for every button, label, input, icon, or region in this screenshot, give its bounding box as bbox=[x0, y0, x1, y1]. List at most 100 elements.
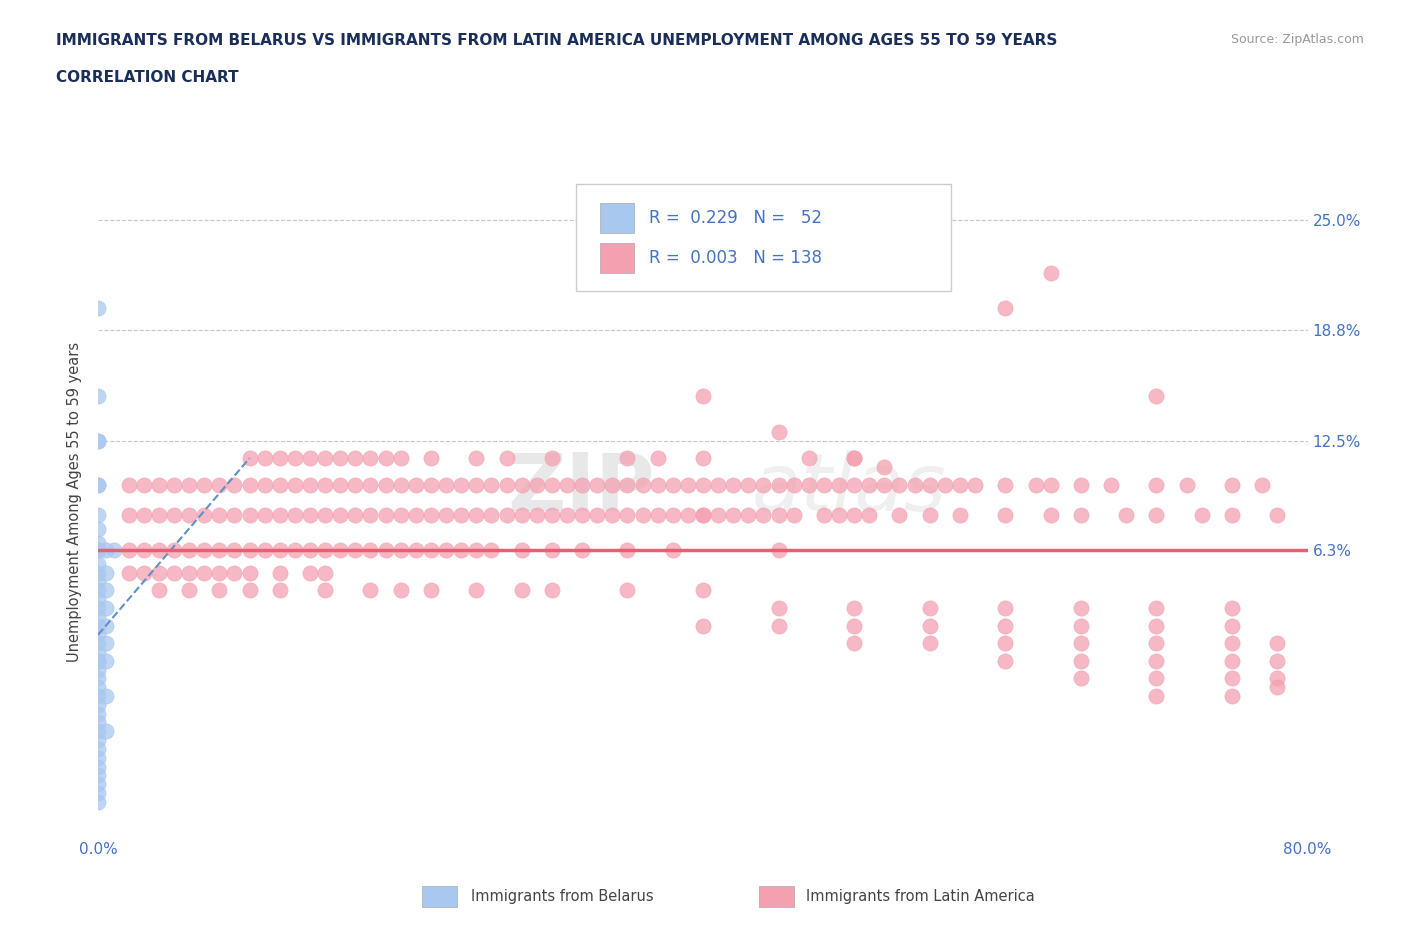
Point bbox=[239, 451, 262, 466]
Point bbox=[540, 477, 562, 492]
Point bbox=[586, 477, 609, 492]
Point bbox=[87, 671, 110, 685]
Point bbox=[360, 507, 382, 522]
Point bbox=[465, 583, 488, 598]
Point bbox=[148, 542, 170, 557]
Point bbox=[844, 477, 866, 492]
Point bbox=[723, 477, 745, 492]
Point bbox=[118, 542, 141, 557]
Point bbox=[1144, 671, 1167, 685]
Point bbox=[94, 618, 117, 633]
Point bbox=[873, 477, 896, 492]
Point bbox=[752, 477, 775, 492]
Point bbox=[239, 477, 262, 492]
Point bbox=[87, 477, 110, 492]
Point bbox=[723, 507, 745, 522]
Point bbox=[450, 507, 472, 522]
Point bbox=[1220, 477, 1243, 492]
Point bbox=[87, 609, 110, 624]
Point bbox=[405, 542, 427, 557]
Point bbox=[1267, 636, 1289, 651]
Point bbox=[1144, 618, 1167, 633]
Point bbox=[148, 477, 170, 492]
Point bbox=[224, 542, 246, 557]
Point bbox=[179, 477, 201, 492]
Point bbox=[1251, 477, 1274, 492]
Point bbox=[616, 451, 638, 466]
Point bbox=[495, 451, 517, 466]
Point bbox=[1220, 618, 1243, 633]
Point bbox=[631, 477, 654, 492]
Point bbox=[132, 565, 155, 580]
Point bbox=[797, 451, 820, 466]
Point bbox=[510, 477, 533, 492]
Point bbox=[676, 477, 699, 492]
Point bbox=[889, 477, 911, 492]
Point bbox=[87, 794, 110, 809]
Point bbox=[481, 507, 503, 522]
Point bbox=[314, 542, 336, 557]
Text: ZIP: ZIP bbox=[508, 450, 655, 528]
Point bbox=[526, 507, 548, 522]
Point bbox=[707, 477, 730, 492]
Point bbox=[1144, 654, 1167, 669]
Point bbox=[965, 477, 987, 492]
Point bbox=[87, 654, 110, 669]
Point bbox=[1191, 507, 1213, 522]
Point bbox=[284, 507, 307, 522]
Point bbox=[239, 542, 262, 557]
Point bbox=[994, 618, 1017, 633]
Point bbox=[87, 556, 110, 571]
Point bbox=[1267, 671, 1289, 685]
Point bbox=[163, 507, 186, 522]
Point bbox=[87, 662, 110, 677]
Text: CORRELATION CHART: CORRELATION CHART bbox=[56, 70, 239, 85]
Point bbox=[87, 768, 110, 783]
Point bbox=[329, 542, 352, 557]
Point bbox=[1070, 477, 1092, 492]
Point bbox=[540, 583, 562, 598]
Point bbox=[1144, 636, 1167, 651]
Point bbox=[1070, 618, 1092, 633]
Point bbox=[420, 507, 443, 522]
Point bbox=[768, 507, 790, 522]
Point bbox=[994, 301, 1017, 316]
Point bbox=[87, 688, 110, 703]
Point bbox=[87, 654, 110, 669]
Point bbox=[707, 507, 730, 522]
Point bbox=[94, 583, 117, 598]
Point bbox=[1039, 477, 1062, 492]
Point bbox=[450, 477, 472, 492]
Point bbox=[692, 389, 714, 404]
Point bbox=[405, 477, 427, 492]
Point bbox=[1220, 688, 1243, 703]
Point bbox=[389, 583, 412, 598]
Point bbox=[1267, 680, 1289, 695]
Point bbox=[1070, 636, 1092, 651]
Point bbox=[284, 477, 307, 492]
Point bbox=[208, 542, 231, 557]
Point bbox=[918, 507, 941, 522]
Point bbox=[647, 507, 669, 522]
Point bbox=[540, 542, 562, 557]
Point bbox=[813, 477, 835, 492]
Point bbox=[1070, 654, 1092, 669]
Point bbox=[87, 507, 110, 522]
Point bbox=[239, 507, 262, 522]
Point bbox=[420, 583, 443, 598]
Text: IMMIGRANTS FROM BELARUS VS IMMIGRANTS FROM LATIN AMERICA UNEMPLOYMENT AMONG AGES: IMMIGRANTS FROM BELARUS VS IMMIGRANTS FR… bbox=[56, 33, 1057, 47]
Point bbox=[87, 715, 110, 730]
Point bbox=[676, 507, 699, 522]
Point bbox=[555, 507, 578, 522]
Point bbox=[616, 507, 638, 522]
Point bbox=[163, 565, 186, 580]
Text: atlas: atlas bbox=[751, 450, 946, 528]
Point bbox=[360, 542, 382, 557]
Point bbox=[1099, 477, 1122, 492]
Point bbox=[87, 574, 110, 589]
Point bbox=[179, 565, 201, 580]
Point bbox=[540, 451, 562, 466]
Point bbox=[329, 507, 352, 522]
Point bbox=[495, 507, 517, 522]
Point bbox=[813, 507, 835, 522]
